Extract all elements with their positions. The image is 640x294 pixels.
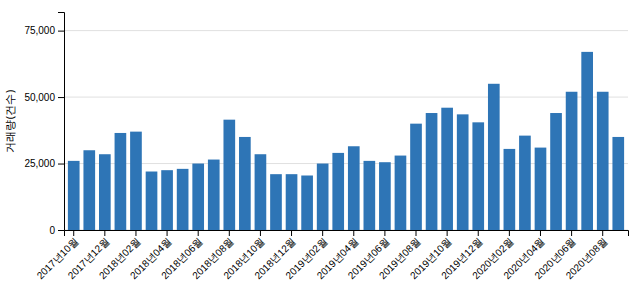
x-tick-mark <box>135 230 136 236</box>
bar <box>550 113 562 230</box>
x-axis: 2017년10월2017년12월2018년02월2018년04월2018년06월… <box>35 230 629 281</box>
x-tick-mark <box>478 230 479 236</box>
bar <box>581 52 593 230</box>
x-tick-mark <box>447 230 448 236</box>
bar <box>504 149 516 230</box>
x-tick-mark <box>602 230 603 236</box>
bar <box>223 120 235 230</box>
bar <box>317 164 329 230</box>
bar <box>239 137 251 230</box>
bar <box>270 174 282 230</box>
grid-line <box>64 97 628 98</box>
bar <box>566 92 578 230</box>
bar <box>208 160 220 230</box>
bar <box>161 170 173 230</box>
bar <box>348 146 360 230</box>
y-tick-mark <box>58 230 64 231</box>
bar <box>115 133 127 230</box>
x-tick: 2020년08월 <box>564 230 610 281</box>
x-tick-mark <box>104 230 105 236</box>
y-tick: 25,000 <box>24 158 64 169</box>
bar <box>68 161 80 230</box>
grid-line <box>64 30 628 31</box>
bar <box>301 176 313 231</box>
x-axis-line <box>65 231 629 237</box>
y-tick: 50,000 <box>24 92 64 103</box>
y-tick-label: 25,000 <box>24 158 55 169</box>
chart: 2017년10월2017년12월2018년02월2018년04월2018년06월… <box>0 0 640 294</box>
bar <box>441 108 453 230</box>
x-tick-mark <box>353 230 354 236</box>
bar <box>457 114 469 230</box>
x-tick-mark <box>198 230 199 236</box>
y-axis: 0 25,000 50,000 75,000 <box>24 13 64 236</box>
y-tick-mark <box>58 97 64 98</box>
bar <box>286 174 298 230</box>
y-tick: 75,000 <box>24 25 64 36</box>
bar <box>332 153 344 230</box>
x-tick-mark <box>571 230 572 236</box>
bar <box>146 172 158 230</box>
x-tick-mark <box>73 230 74 236</box>
bar <box>472 122 484 230</box>
bar <box>410 124 422 230</box>
bar <box>177 169 189 230</box>
x-tick-mark <box>322 230 323 236</box>
y-axis-title: 거래량(건수) <box>4 89 17 153</box>
y-tick: 0 <box>49 225 64 236</box>
bar <box>379 162 391 230</box>
bar <box>488 84 500 230</box>
bar <box>426 113 438 230</box>
y-tick-mark <box>58 164 64 165</box>
y-tick-label: 50,000 <box>24 92 55 103</box>
y-tick-label: 0 <box>49 225 55 236</box>
x-tick-mark <box>167 230 168 236</box>
bars <box>68 52 624 230</box>
bar <box>192 164 204 230</box>
grid <box>64 31 628 230</box>
bar <box>535 148 547 230</box>
y-axis-line <box>58 13 65 231</box>
x-tick-mark <box>229 230 230 236</box>
bar <box>364 161 376 230</box>
x-tick-mark <box>540 230 541 236</box>
x-tick-label: 2020년08월 <box>564 236 610 282</box>
bar <box>83 150 95 230</box>
x-tick-mark <box>260 230 261 236</box>
x-tick-mark <box>384 230 385 236</box>
plot: 2017년10월2017년12월2018년02월2018년04월2018년06월… <box>24 13 628 282</box>
bar <box>395 156 407 230</box>
x-tick-mark <box>416 230 417 236</box>
bar <box>130 132 142 230</box>
bar <box>255 154 267 230</box>
bar <box>612 137 624 230</box>
y-tick-label: 75,000 <box>24 25 55 36</box>
bar <box>99 154 111 230</box>
x-tick-mark <box>291 230 292 236</box>
bar <box>597 92 609 230</box>
x-tick-mark <box>509 230 510 236</box>
y-tick-mark <box>58 31 64 32</box>
bar <box>519 136 531 230</box>
